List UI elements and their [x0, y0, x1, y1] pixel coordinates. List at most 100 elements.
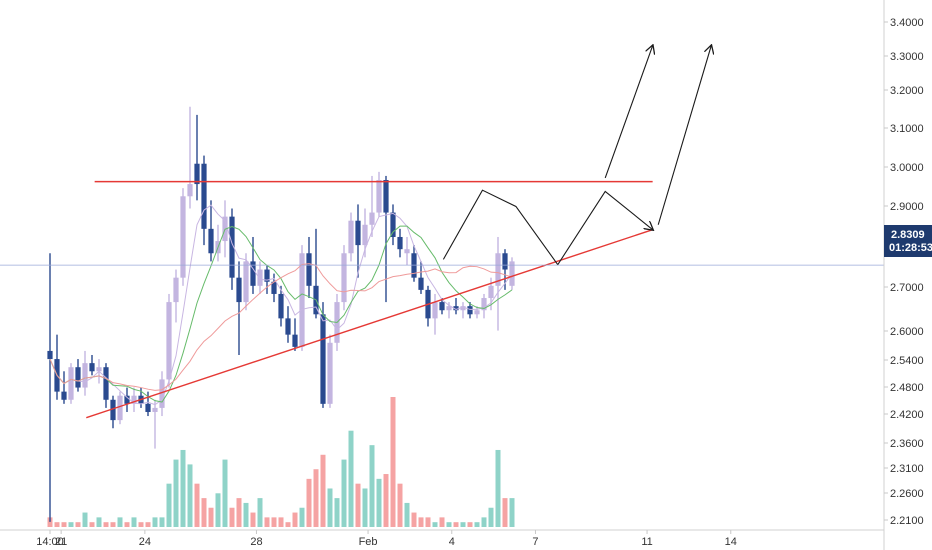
candle[interactable]: [257, 261, 263, 294]
volume-bar: [376, 478, 382, 527]
volume-bar: [229, 507, 235, 527]
candle[interactable]: [390, 204, 396, 246]
candle-body: [453, 306, 459, 311]
candle[interactable]: [404, 236, 410, 266]
candle[interactable]: [369, 175, 375, 237]
candle[interactable]: [131, 387, 137, 412]
candle-body: [488, 285, 494, 299]
volume-bar: [383, 474, 389, 527]
candle[interactable]: [376, 171, 382, 217]
candle-body: [117, 395, 123, 421]
volume-bar: [299, 507, 305, 527]
volume-bar: [341, 459, 347, 527]
volume-bar: [369, 445, 375, 527]
candle[interactable]: [103, 363, 109, 408]
time-tick-label: 14:00: [36, 536, 64, 548]
candle[interactable]: [82, 350, 88, 396]
candle[interactable]: [432, 293, 438, 335]
volume-bar: [348, 430, 354, 527]
candle[interactable]: [418, 261, 424, 294]
candle-body: [47, 350, 53, 360]
candle[interactable]: [75, 359, 81, 392]
volume-bar: [467, 522, 473, 527]
candle[interactable]: [68, 363, 74, 404]
projection-path[interactable]: [442, 189, 652, 266]
candle[interactable]: [453, 298, 459, 315]
candle[interactable]: [110, 395, 116, 429]
candle[interactable]: [383, 175, 389, 303]
volume-bar: [54, 522, 60, 527]
volume-bar: [194, 483, 200, 527]
candle[interactable]: [208, 200, 214, 262]
candle[interactable]: [495, 236, 501, 331]
volume-bar: [271, 517, 277, 527]
candle[interactable]: [292, 318, 298, 351]
candle-body: [404, 249, 410, 254]
volume-bar: [96, 517, 102, 527]
candle-body: [124, 395, 130, 404]
candle[interactable]: [236, 261, 242, 355]
candle[interactable]: [159, 371, 165, 417]
candle[interactable]: [152, 399, 158, 449]
price-tick-label: 2.4800: [890, 382, 924, 394]
price-axis[interactable]: 3.4000 3.3000 3.2000 3.1000 3.0000 2.9000 2.70…: [883, 0, 924, 550]
candle[interactable]: [306, 236, 312, 299]
candle[interactable]: [278, 285, 284, 327]
candle[interactable]: [467, 302, 473, 319]
candle[interactable]: [117, 391, 123, 425]
candle-body: [306, 253, 312, 286]
candle-body: [460, 306, 466, 311]
candle-body: [229, 216, 235, 278]
candle-body: [474, 310, 480, 315]
candle[interactable]: [145, 391, 151, 417]
candle-body: [285, 318, 291, 335]
candle[interactable]: [201, 155, 207, 246]
candle-body: [194, 163, 200, 185]
price-tick-label: 2.2600: [890, 488, 924, 500]
candle[interactable]: [187, 106, 193, 209]
candle-body: [61, 391, 67, 400]
price-tick-label: 3.1000: [890, 123, 924, 135]
candle[interactable]: [474, 306, 480, 319]
candle[interactable]: [229, 208, 235, 290]
candle-body: [278, 293, 284, 319]
candle[interactable]: [243, 253, 249, 311]
time-tick-label: Feb: [359, 536, 378, 548]
candle-body: [481, 298, 487, 311]
candle[interactable]: [341, 245, 347, 311]
candle[interactable]: [124, 387, 130, 412]
candle[interactable]: [299, 245, 305, 351]
candle[interactable]: [89, 355, 95, 376]
volume-bar: [201, 498, 207, 527]
bar-countdown: 01:28:53: [889, 242, 932, 254]
support-line[interactable]: [86, 228, 653, 419]
candle-body: [68, 367, 74, 400]
candle[interactable]: [481, 293, 487, 319]
candle[interactable]: [166, 293, 172, 388]
candle[interactable]: [47, 253, 53, 522]
candle[interactable]: [285, 306, 291, 343]
candle[interactable]: [397, 228, 403, 258]
candle[interactable]: [194, 114, 200, 201]
candle[interactable]: [173, 269, 179, 323]
price-tick-label: 3.0000: [890, 162, 924, 174]
projection-path[interactable]: [604, 46, 652, 179]
candle[interactable]: [327, 334, 333, 408]
candle[interactable]: [61, 371, 67, 404]
volume-bar: [397, 483, 403, 527]
volume-bar: [390, 397, 396, 527]
volume-bar: [355, 483, 361, 527]
volume-bar: [334, 498, 340, 527]
candle[interactable]: [180, 188, 186, 286]
candle[interactable]: [460, 302, 466, 319]
volume-bar: [362, 488, 368, 527]
projection-path[interactable]: [657, 46, 711, 225]
candle[interactable]: [348, 212, 354, 262]
volume-bar: [432, 522, 438, 527]
price-tick-label: 3.2000: [890, 85, 924, 97]
candle[interactable]: [439, 298, 445, 315]
price-tick-label: 2.2100: [890, 515, 924, 527]
volume-bar: [327, 488, 333, 527]
